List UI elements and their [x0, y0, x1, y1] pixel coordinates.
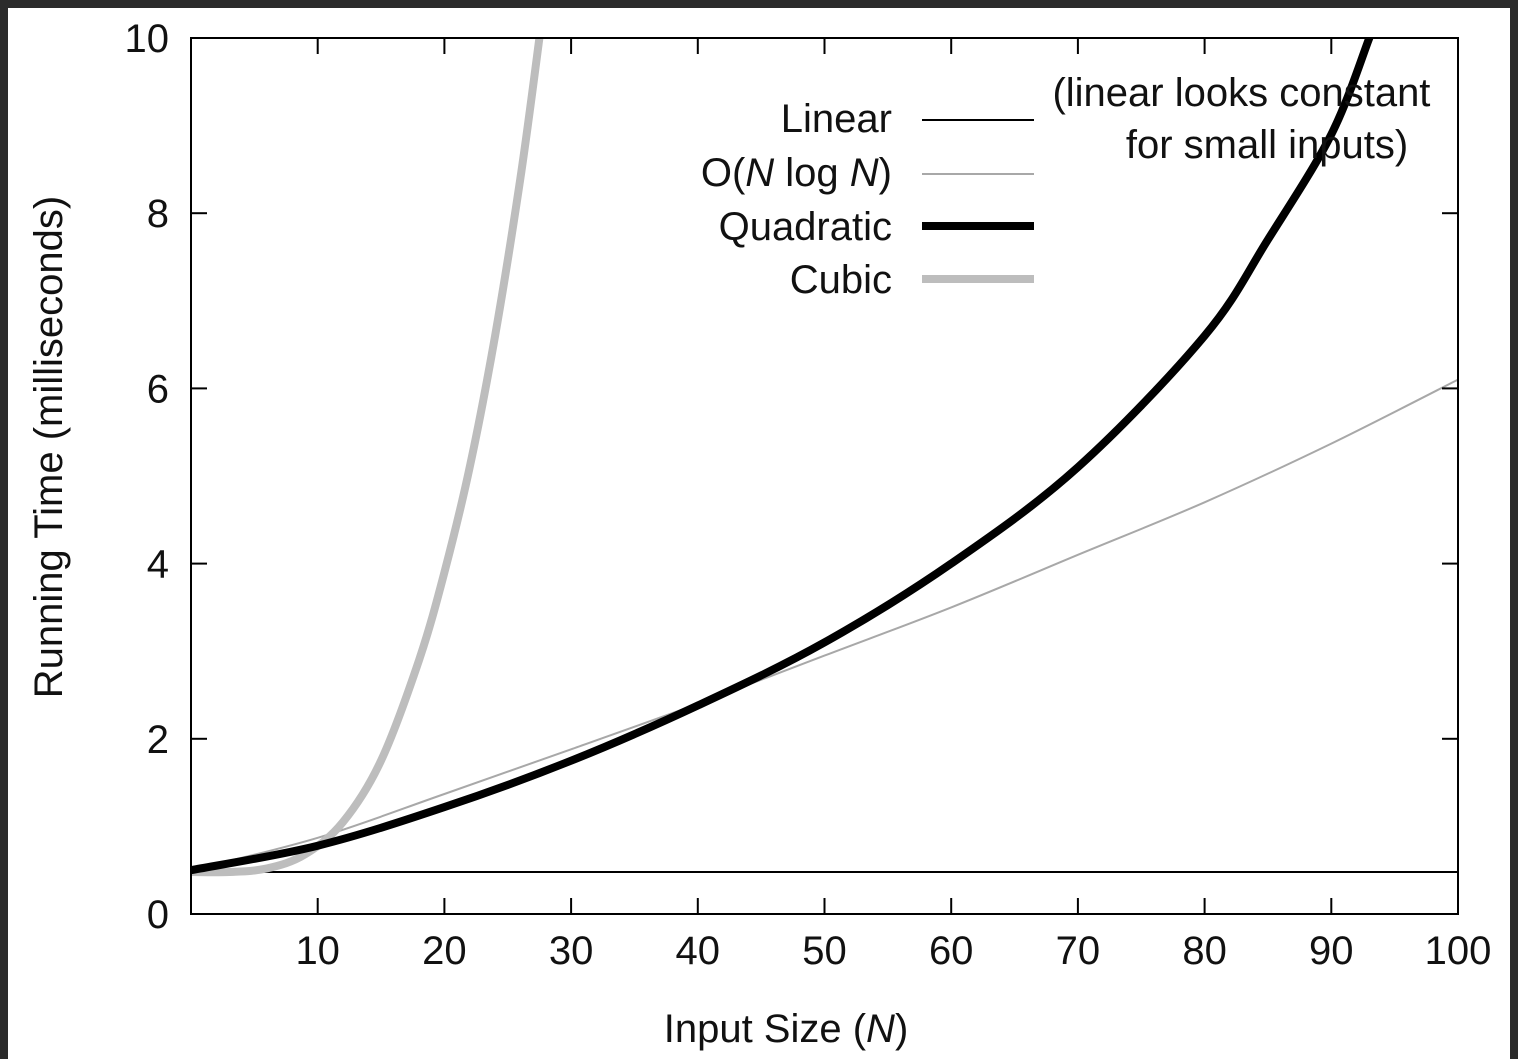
legend: Linear O(N log N) Quadratic Cubic [701, 97, 1034, 302]
x-tick-label: 50 [802, 929, 847, 973]
y-tick-label: 4 [147, 543, 169, 587]
x-tick-label: 70 [1056, 929, 1101, 973]
x-axis-label: Input Size (N) [664, 1007, 909, 1051]
y-tick-label: 8 [147, 192, 169, 236]
y-axis-label: Running Time (milliseconds) [27, 196, 71, 698]
series-nlogn [191, 378, 1458, 872]
x-tick-label: 10 [295, 929, 340, 973]
x-tick-label: 100 [1425, 929, 1492, 973]
y-tick-label: 2 [147, 718, 169, 762]
y-tick-label: 0 [147, 893, 169, 937]
legend-label-nlogn: O(N log N) [701, 151, 892, 195]
y-tick-label: 10 [125, 17, 170, 61]
legend-label-linear: Linear [781, 97, 892, 141]
series-cubic [191, 38, 544, 877]
annotation: (linear looks constant for small inputs) [1052, 71, 1441, 167]
chart-frame [8, 8, 1510, 1059]
legend-label-cubic: Cubic [790, 258, 892, 302]
x-tick-labels: 10 20 30 40 50 60 70 80 90 100 [295, 929, 1491, 973]
series-curves [191, 38, 1458, 877]
x-tick-label: 40 [676, 929, 721, 973]
annotation-line-2: for small inputs) [1126, 123, 1408, 167]
x-tick-label: 20 [422, 929, 467, 973]
legend-swatches [922, 119, 1034, 283]
series-quadratic [191, 38, 1374, 875]
y-tick-label: 6 [147, 367, 169, 411]
y-tick-labels: 0 2 4 6 8 10 [125, 17, 170, 937]
legend-label-quadratic: Quadratic [719, 205, 892, 249]
x-tick-label: 30 [549, 929, 594, 973]
x-tick-label: 60 [929, 929, 974, 973]
x-tick-label: 80 [1182, 929, 1227, 973]
x-tick-label: 90 [1309, 929, 1354, 973]
axis-ticks [191, 37, 1459, 915]
annotation-line-1: (linear looks constant [1052, 71, 1430, 115]
